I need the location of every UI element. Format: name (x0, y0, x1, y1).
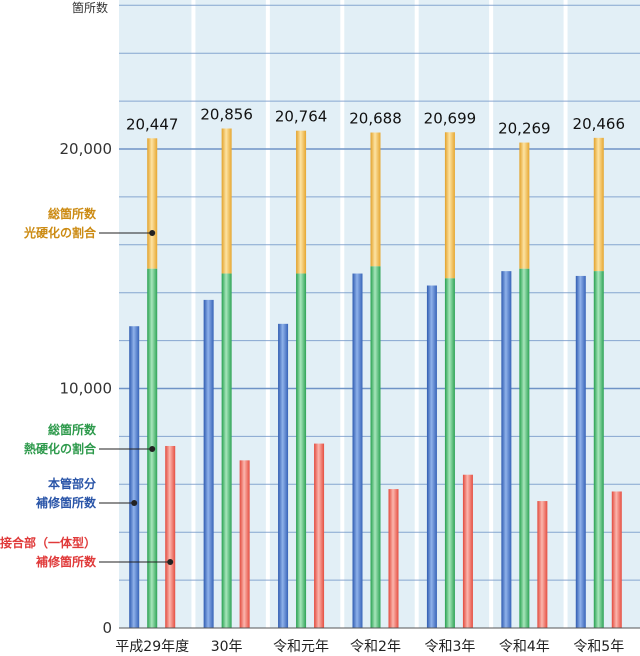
bar-setsugou (239, 460, 250, 628)
bar-netsu (444, 278, 455, 628)
annotation-text: 補修箇所数 (35, 495, 97, 510)
category-label: 令和元年 (273, 639, 329, 655)
category-label: 令和2年 (350, 639, 401, 655)
bar-setsugou (537, 501, 548, 628)
annotation-text: 熱硬化の割合 (24, 441, 97, 456)
bar-hikari (296, 130, 307, 274)
category-label: 令和3年 (424, 639, 475, 655)
bar-honkan (426, 285, 437, 628)
bar-hikari (370, 132, 381, 267)
bar-netsu (593, 271, 604, 628)
category-label: 令和5年 (573, 639, 624, 655)
bar-honkan (352, 273, 363, 628)
labels: 20,447 平成29年度 20,856 30年 20,764 令和元年 20,688 令和2… (115, 105, 625, 655)
total-label: 20,856 (200, 105, 253, 123)
bar-setsugou (462, 474, 473, 628)
total-label: 20,699 (424, 109, 477, 127)
bar-honkan (278, 323, 289, 628)
bar-netsu (296, 273, 307, 628)
y-axis-label: 箇所数 (72, 0, 108, 15)
leader-dot (149, 230, 156, 236)
bar-setsugou (314, 443, 325, 628)
annotations: 総箇所数光硬化の割合総箇所数熱硬化の割合本管部分補修箇所数接合部（一体型）補修箇… (0, 206, 174, 569)
leader-dot (167, 559, 174, 565)
annotation-text: 光硬化の割合 (23, 225, 97, 240)
bar-hikari (519, 142, 530, 269)
bar-honkan (575, 275, 586, 628)
y-tick-labels: 0 10,000 20,000 (60, 140, 113, 637)
y-tick-label: 20,000 (60, 140, 113, 158)
bar-hikari (221, 128, 232, 274)
total-label: 20,447 (126, 115, 179, 133)
total-label: 20,466 (573, 115, 626, 133)
annotation-text: 接合部（一体型） (0, 535, 96, 550)
total-label: 20,269 (498, 120, 551, 138)
bar-setsugou (165, 445, 176, 628)
bar-netsu (221, 273, 232, 628)
bar-netsu (519, 268, 530, 628)
annotation-text: 総箇所数 (48, 422, 97, 437)
annotation-text: 補修箇所数 (35, 554, 97, 569)
leader-dot (149, 446, 156, 452)
category-label: 令和4年 (499, 639, 550, 655)
bar-honkan (501, 271, 512, 628)
bar-honkan (203, 299, 214, 628)
bar-hikari (444, 132, 455, 279)
leader-dot (131, 500, 138, 506)
annotation-text: 総箇所数 (48, 206, 97, 221)
y-tick-label: 10,000 (60, 380, 113, 398)
y-tick-label: 0 (102, 619, 112, 637)
category-label: 30年 (211, 639, 243, 655)
bar-hikari (147, 138, 158, 269)
bar-honkan (129, 326, 140, 628)
category-label: 平成29年度 (115, 639, 189, 655)
annotation-text: 本管部分 (48, 476, 96, 491)
total-label: 20,764 (275, 108, 328, 126)
bar-setsugou (611, 491, 622, 628)
bar-hikari (593, 137, 604, 272)
bar-setsugou (388, 489, 399, 628)
total-label: 20,688 (349, 110, 402, 128)
bar-netsu (370, 266, 381, 628)
